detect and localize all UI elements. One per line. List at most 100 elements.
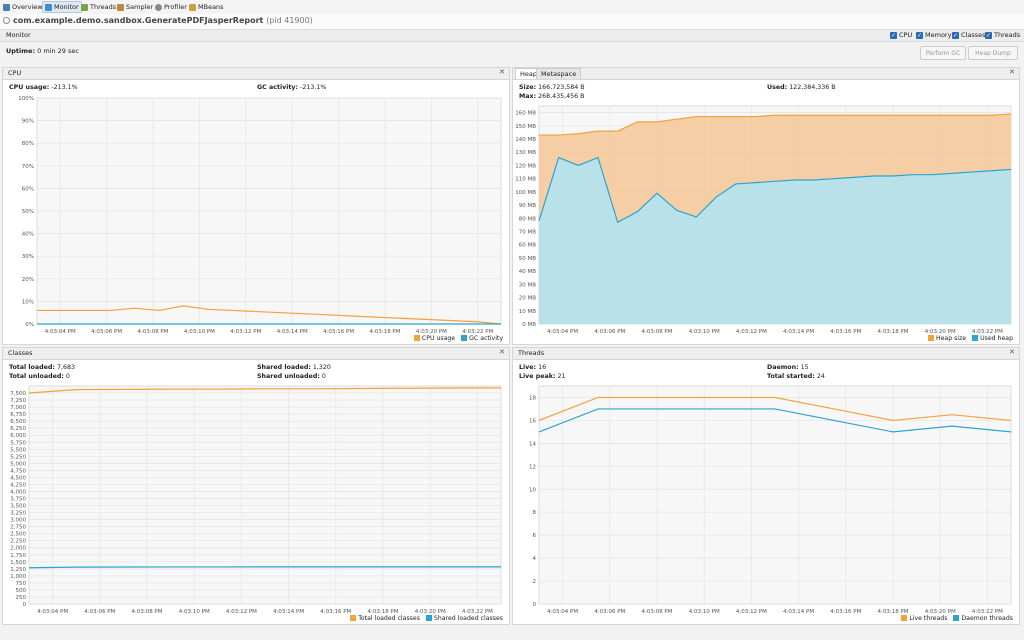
y-tick-label: 5,750 — [10, 440, 26, 446]
series-line-heap-size — [539, 113, 1012, 136]
y-tick-label: 130 MB — [515, 150, 536, 156]
y-tick-label: 6,750 — [10, 412, 26, 418]
x-tick-label: 4:03:22 PM — [462, 609, 493, 615]
heap-dump-button[interactable]: Heap Dump — [968, 46, 1018, 60]
tab-overview[interactable]: Overview — [3, 2, 43, 12]
x-tick-label: 4:03:12 PM — [736, 609, 767, 615]
shared-unloaded-stat: Shared unloaded: 0 — [257, 373, 326, 380]
cpu-checkbox[interactable]: ✓ CPU — [890, 31, 913, 39]
view-toolbar: Overview Monitor Threads Sampler Profile… — [0, 0, 1024, 15]
y-tick-label: 4,500 — [10, 475, 26, 481]
cpu-legend: CPU usage GC activity — [413, 335, 503, 342]
close-icon[interactable]: ✕ — [499, 68, 505, 76]
y-tick-label: 6,500 — [10, 419, 26, 425]
monitor-header: Monitor ✓ CPU ✓ Memory ✓ Classes ✓ Threads — [0, 29, 1024, 42]
tab-profiler[interactable]: Profiler — [155, 2, 187, 12]
y-tick-label: 0% — [25, 322, 34, 328]
series-line-total-loaded-classes — [28, 387, 502, 394]
y-tick-label: 4,000 — [10, 489, 26, 495]
application-icon — [3, 17, 10, 24]
legend-swatch — [350, 615, 357, 621]
y-tick-label: 150 MB — [515, 124, 536, 130]
y-tick-label: 5,000 — [10, 461, 26, 467]
y-tick-label: 2,500 — [10, 532, 26, 538]
x-tick-label: 4:03:06 PM — [594, 329, 625, 335]
x-tick-label: 4:03:14 PM — [273, 609, 304, 615]
close-icon[interactable]: ✕ — [499, 348, 505, 356]
classes-chart: 02505007501,0001,2501,5001,7502,0002,250… — [10, 385, 502, 615]
heap-size-stat: Size: 166,723,584 B — [519, 84, 585, 91]
y-tick-label: 750 — [16, 581, 27, 587]
legend-used-heap: Used heap — [972, 335, 1013, 342]
x-tick-label: 4:03:08 PM — [641, 329, 672, 335]
y-tick-label: 1,500 — [10, 560, 26, 566]
y-tick-label: 1,750 — [10, 553, 26, 559]
tab-mbeans[interactable]: MBeans — [189, 2, 224, 12]
x-tick-label: 4:03:22 PM — [972, 329, 1003, 335]
y-tick-label: 16 — [529, 418, 536, 424]
plot-area — [28, 385, 502, 605]
y-tick-label: 3,500 — [10, 504, 26, 510]
y-tick-label: 14 — [529, 441, 536, 447]
y-tick-label: 40% — [22, 232, 34, 238]
tab-monitor[interactable]: Monitor — [42, 1, 82, 13]
y-tick-label: 0 — [23, 602, 27, 608]
classes-panel: Classes ✕ Total loaded: 7,683 Total unloa… — [2, 347, 510, 625]
y-tick-label: 10 — [529, 487, 536, 493]
total-unloaded-stat: Total unloaded: 0 — [9, 373, 70, 380]
y-tick-label: 0 — [533, 602, 537, 608]
legend-swatch — [461, 335, 468, 341]
close-icon[interactable]: ✕ — [1009, 348, 1015, 356]
x-tick-label: 4:03:04 PM — [45, 329, 76, 335]
x-tick-label: 4:03:06 PM — [594, 609, 625, 615]
x-tick-label: 4:03:16 PM — [323, 329, 354, 335]
y-tick-label: 70% — [22, 164, 34, 170]
y-tick-label: 50 MB — [519, 256, 536, 262]
y-tick-label: 30 MB — [519, 282, 536, 288]
y-tick-label: 2,250 — [10, 539, 26, 545]
series-line-used-heap — [538, 156, 1012, 224]
series-line-daemon-threads — [538, 408, 1012, 433]
x-tick-label: 4:03:12 PM — [736, 329, 767, 335]
tab-threads[interactable]: Threads — [81, 2, 116, 12]
y-tick-label: 250 — [16, 595, 27, 601]
x-tick-label: 4:03:18 PM — [877, 329, 908, 335]
y-tick-label: 3,750 — [10, 497, 26, 503]
legend-swatch — [425, 615, 432, 621]
heap-legend: Heap size Used heap — [927, 335, 1013, 342]
x-tick-label: 4:03:04 PM — [547, 329, 578, 335]
cpu-chart: 0% 10% 20% 30% 40% 50% 60% 70% 80% 90% 100% 4:03:04… — [18, 96, 502, 335]
y-tick-label: 8 — [533, 510, 537, 516]
x-tick-label: 4:03:22 PM — [972, 609, 1003, 615]
y-tick-label: 1,000 — [10, 574, 26, 580]
classes-checkbox[interactable]: ✓ Classes — [952, 31, 986, 39]
threads-icon — [81, 3, 88, 11]
y-tick-label: 12 — [529, 464, 536, 470]
close-icon[interactable]: ✕ — [1009, 68, 1015, 76]
memory-checkbox[interactable]: ✓ Memory — [916, 31, 952, 39]
y-tick-label: 90% — [22, 119, 34, 125]
y-tick-label: 3,250 — [10, 511, 26, 517]
perform-gc-button[interactable]: Perform GC — [920, 46, 966, 60]
x-tick-label: 4:03:08 PM — [131, 609, 162, 615]
y-tick-label: 5,500 — [10, 447, 26, 453]
tab-sampler[interactable]: Sampler — [117, 2, 153, 12]
x-tick-label: 4:03:20 PM — [416, 329, 447, 335]
y-tick-label: 2,750 — [10, 525, 26, 531]
y-tick-label: 4 — [533, 556, 537, 562]
threads-checkbox[interactable]: ✓ Threads — [985, 31, 1021, 39]
legend-daemon-threads: Daemon threads — [953, 615, 1013, 622]
x-tick-label: 4:03:06 PM — [84, 609, 115, 615]
cpu-panel-header: CPU ✕ — [3, 68, 509, 80]
x-tick-label: 4:03:14 PM — [783, 329, 814, 335]
y-tick-label: 4,750 — [10, 468, 26, 474]
y-tick-label: 120 MB — [515, 163, 536, 169]
live-peak-stat: Live peak: 21 — [519, 373, 566, 380]
uptime: Uptime: 0 min 29 sec — [6, 47, 79, 55]
y-tick-label: 90 MB — [519, 203, 536, 209]
tab-metaspace[interactable]: Metaspace — [536, 68, 582, 79]
y-tick-label: 60% — [22, 186, 34, 192]
x-tick-label: 4:03:10 PM — [184, 329, 215, 335]
legend-heap-size: Heap size — [927, 335, 966, 342]
y-tick-label: 140 MB — [515, 137, 536, 143]
